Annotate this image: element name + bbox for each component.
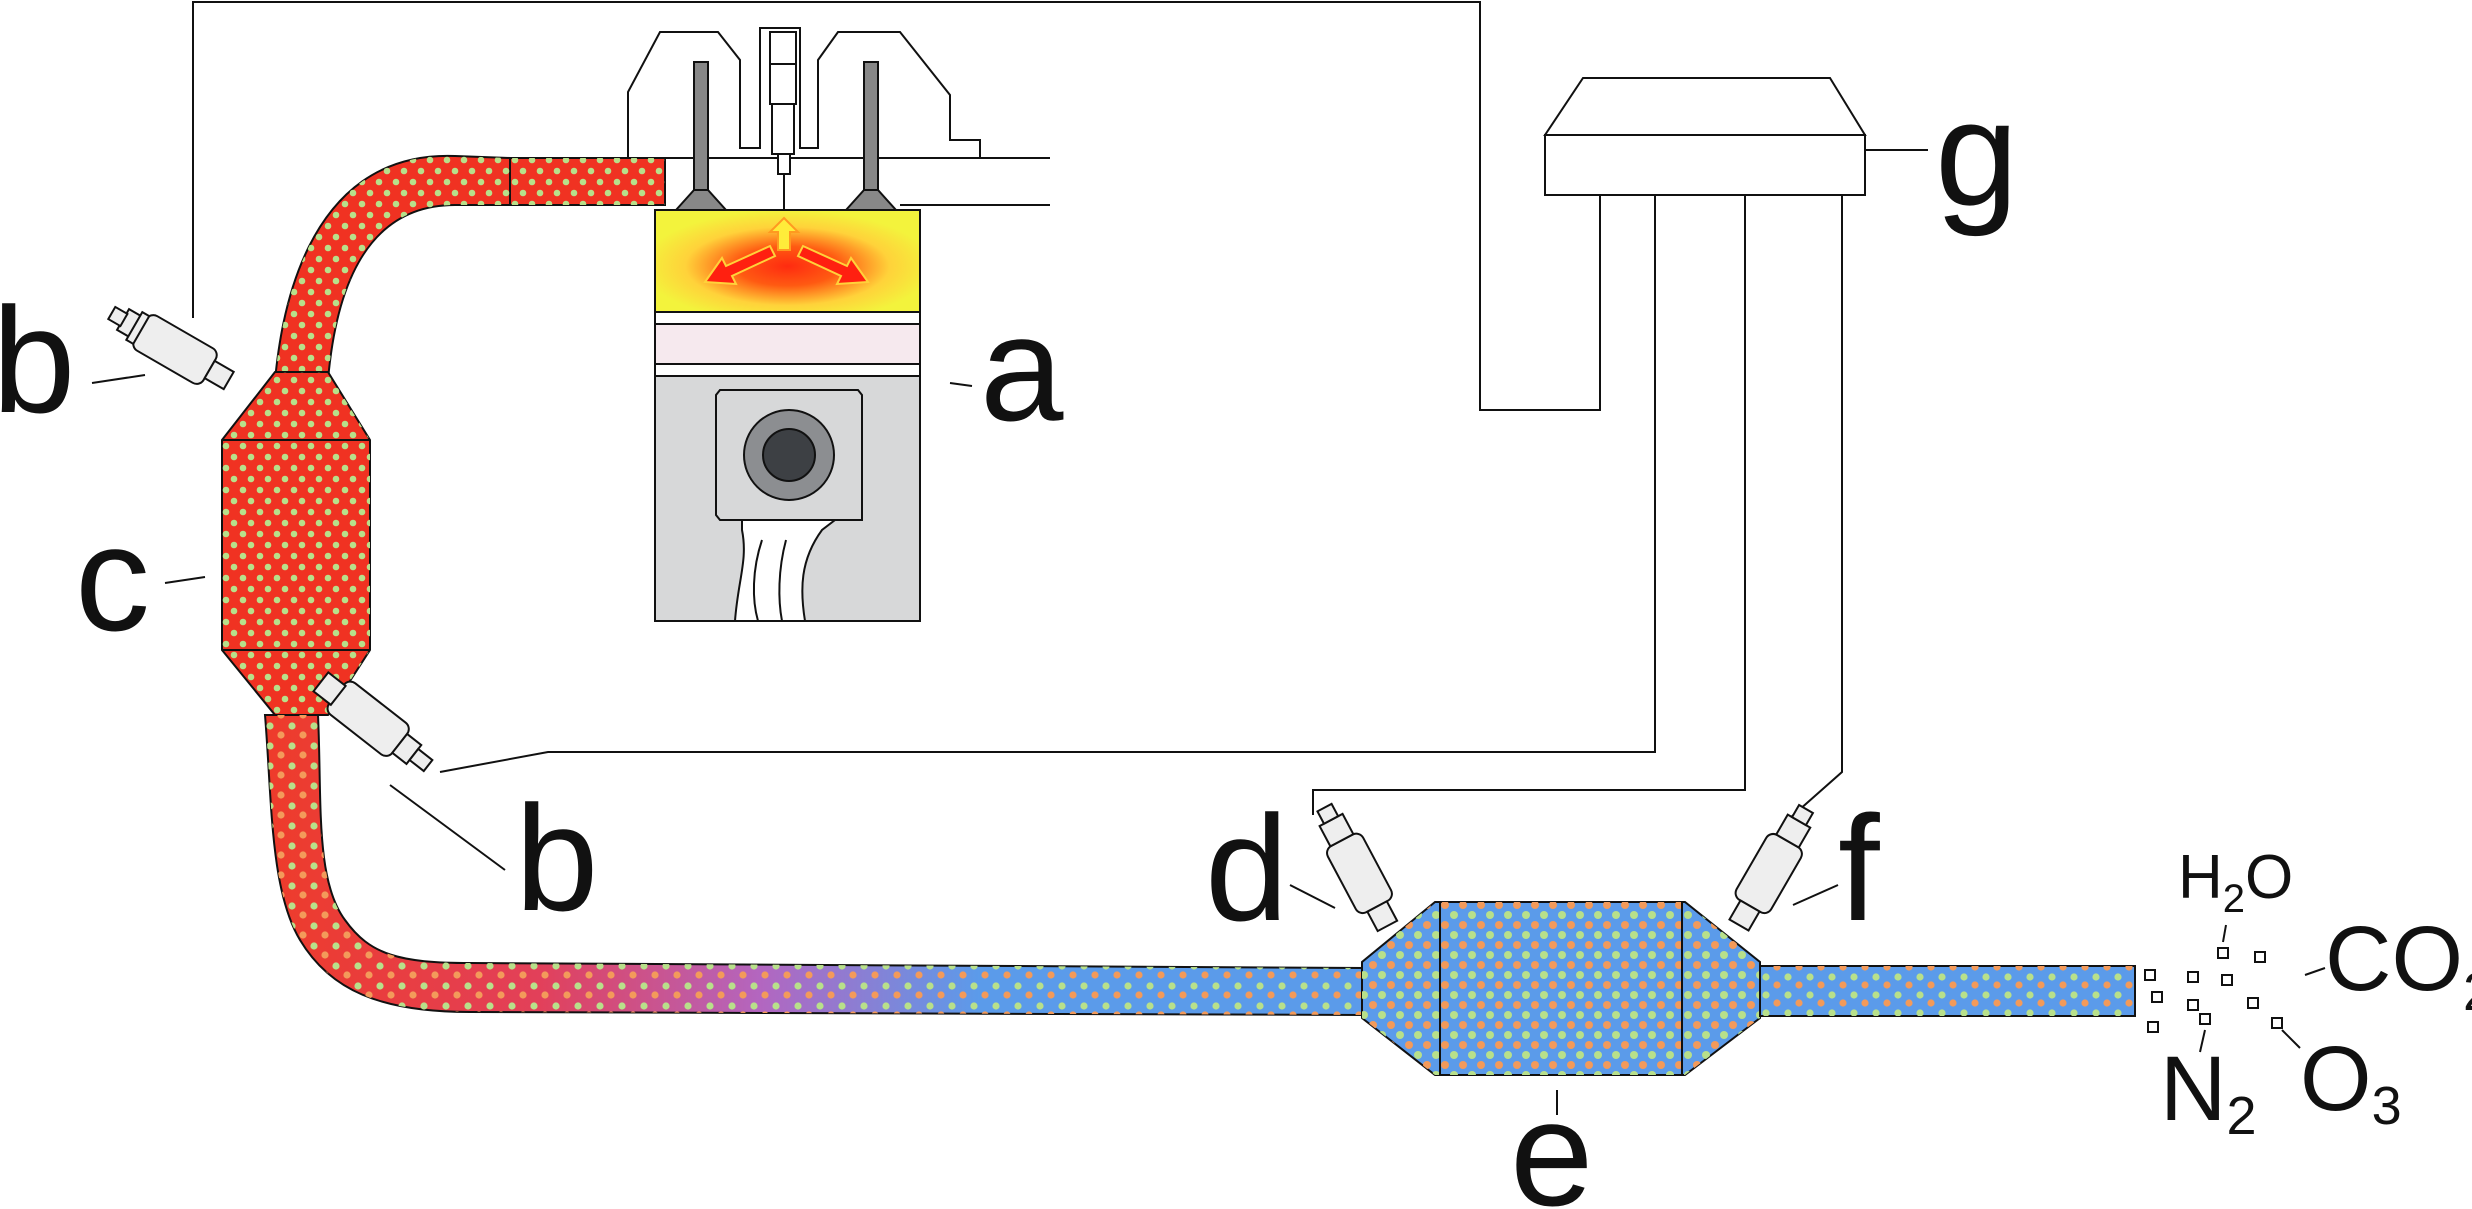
flame-arrows-icon [703,216,870,286]
label-b-upper: b [0,276,75,444]
wire-sensor-d [1312,195,1746,815]
leader-line-c [164,576,206,584]
fuel-injector [769,31,797,65]
engine-control-unit [1543,77,1867,196]
leader-line-b-upper [91,374,146,384]
leader-line-o3 [2281,1029,2301,1049]
piston-ring-band [654,311,921,325]
emission-particles [2144,947,2283,1033]
label-d: d [1205,784,1288,952]
label-e: e [1510,1069,1593,1209]
label-b-lower: b [515,774,598,942]
upper-lambda-sensor [106,305,236,391]
wire-sensor-f [1789,195,1843,819]
label-g: g [1935,69,2018,237]
leader-line-b-lower [389,784,506,871]
primary-catalytic-converter [221,371,371,716]
cylinder-head [627,27,981,159]
leader-line-a [949,382,973,387]
engine-cylinder [510,27,1050,622]
leader-line-co2 [2304,967,2326,976]
sensor-wiring [192,1,1843,819]
exhaust-valve [843,61,899,211]
wire-lower-lambda [439,195,1656,773]
leader-line-d [1289,884,1336,909]
label-f: f [1838,784,1880,952]
leader-line-n2 [2199,1029,2206,1053]
wire-upper-lambda [192,1,1601,411]
label-co2: CO2 [2325,908,2472,1022]
label-o3: O3 [2300,1028,2402,1136]
exhaust-downpipe [263,714,1366,1017]
sensor-d [1316,802,1399,933]
label-a: a [980,284,1064,452]
exhaust-manifold [273,154,666,381]
secondary-catalytic-converter [1361,901,1761,1076]
sensor-f [1728,803,1815,932]
tail-pipe [1759,965,2136,1017]
label-h2o: H2O [2178,843,2293,921]
label-n2: N2 [2160,1038,2257,1146]
leader-line-f [1792,884,1839,906]
leader-line-h2o [2222,924,2227,943]
lower-lambda-sensor [312,670,434,773]
label-c: c [75,494,150,662]
piston-crown [654,323,921,365]
